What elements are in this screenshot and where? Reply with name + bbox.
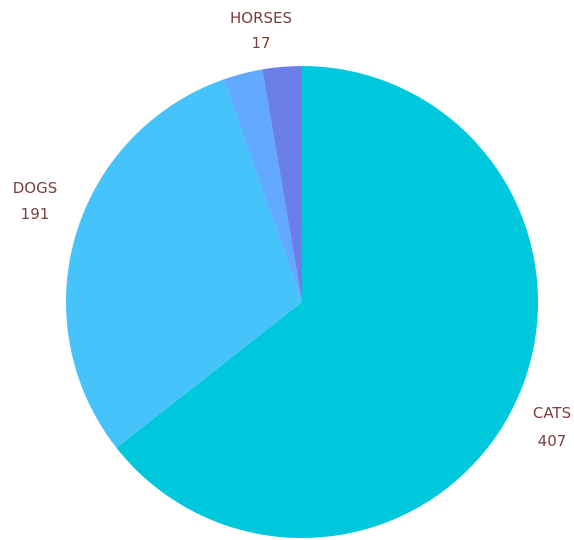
slice-label-dogs: DOGS [13,179,58,197]
slice-value-cats: 407 [538,432,567,450]
slice-label-horses: HORSES [230,9,292,27]
slice-label-cats: CATS [533,404,571,422]
slice-value-dogs: 191 [21,205,50,223]
pie-slice-unlabeled [223,69,302,302]
slice-value-horses: 17 [251,34,270,52]
pie-slice-cats [116,66,539,538]
pie-slice-horses [262,66,302,302]
pie-slice-dogs [65,79,303,448]
